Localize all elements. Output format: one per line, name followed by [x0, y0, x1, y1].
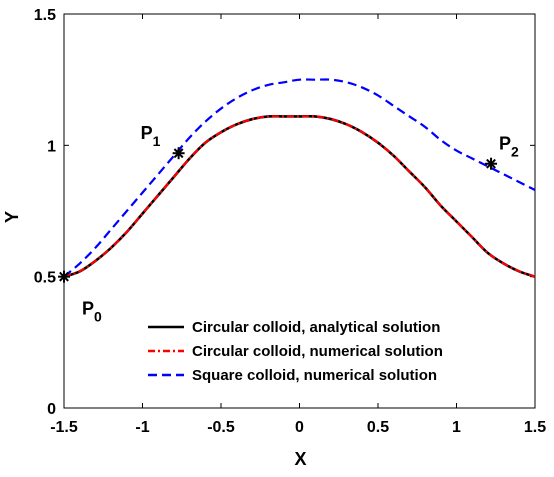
legend-label-1: Circular colloid, analytical solution — [192, 319, 440, 336]
series-line-3 — [63, 78, 536, 278]
series-line-1 — [63, 114, 536, 278]
y-axis-label: Y — [2, 211, 22, 223]
x-tick-label: 1 — [452, 419, 461, 436]
y-tick-label: 0 — [47, 401, 56, 418]
x-tick-label: -1 — [135, 419, 149, 436]
point-label-1: P1 — [141, 123, 161, 149]
y-tick-label: 1.5 — [34, 7, 56, 24]
y-tick-label: 1 — [47, 138, 56, 155]
y-tick-label: 0.5 — [34, 270, 56, 287]
x-tick-label: -1.5 — [50, 419, 78, 436]
point-marker-1 — [172, 147, 185, 160]
x-tick-label: 0.5 — [367, 419, 389, 436]
x-tick-label: 0 — [295, 419, 304, 436]
legend-label-3: Square colloid, numerical solution — [192, 367, 437, 384]
x-tick-label: -0.5 — [207, 419, 235, 436]
point-label-0: P0 — [82, 299, 102, 325]
x-tick-label: 1.5 — [524, 419, 546, 436]
legend-label-2: Circular colloid, numerical solution — [192, 343, 443, 360]
x-axis-label: X — [294, 449, 306, 469]
point-marker-2 — [485, 157, 498, 170]
series-line-2 — [63, 115, 536, 278]
point-label-2: P2 — [499, 134, 519, 160]
point-marker-0 — [58, 270, 70, 283]
